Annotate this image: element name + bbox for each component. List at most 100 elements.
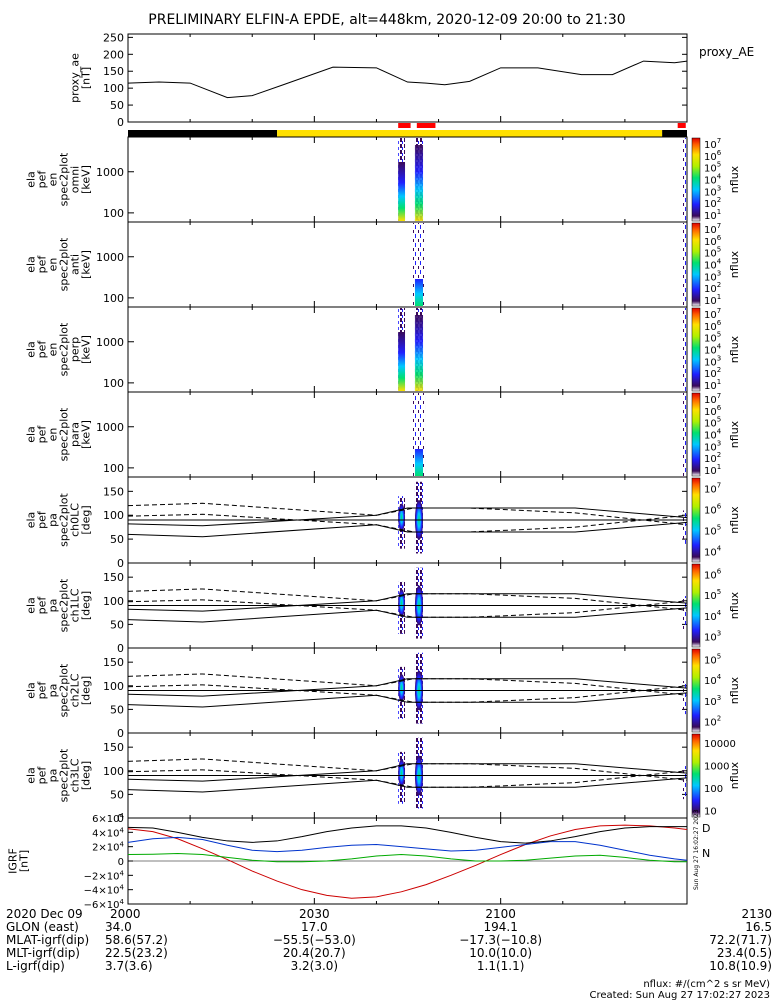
spec-anti-colorbar-exp: 1 (717, 293, 721, 301)
pa-ch0-ytick-label: 0 (117, 557, 124, 570)
pa-ch3-pa-streak-end (682, 766, 687, 800)
igrf-ytick-label: 2×104 (92, 841, 124, 854)
ephemeris-value: 72.2(71.7) (709, 933, 772, 947)
pa-ch2-ylabel: ch2LC (69, 673, 82, 707)
ephemeris-value: 2000 (110, 907, 141, 921)
pa-ch0-colorbar-tick: 105 (704, 524, 721, 538)
pa-ch0-losscone-line (127, 521, 688, 538)
pa-ch2-antilosscone-line (127, 673, 688, 696)
pa-ch1-colorbar-exp: 3 (717, 630, 721, 638)
pa-ch0-ytick-label: 150 (103, 485, 124, 498)
spec-anti-colorbar-exp: 3 (717, 269, 721, 277)
spec-perp-colorbar-exp: 7 (717, 307, 721, 315)
pa-ch2-colorbar-tick: 104 (704, 673, 722, 687)
pa-ch1-ylabel: pa (47, 599, 60, 613)
proxy-ae-ytick-label: 150 (103, 65, 124, 78)
igrf-series-line (127, 825, 687, 844)
spec-para-colorbar-exp: 1 (717, 463, 721, 471)
igrf-side-note: Sun Aug 27 16:02:27 2023 (693, 809, 700, 890)
pa-ch3-colorbar-tick: 10 (704, 806, 717, 817)
spec-omni-ytick-label: 100 (103, 207, 124, 220)
spec-omni-colorbar-label: nflux (728, 165, 741, 193)
ephemeris-row-label: GLON (east) (6, 920, 79, 934)
ephemeris-row-label: L-igrf(dip) (6, 959, 65, 973)
pa-ch2-ytick-label: 100 (103, 680, 124, 693)
pa-ch3-pa-core (398, 759, 406, 788)
igrf-ytick-label: 6×104 (92, 812, 124, 825)
ephemeris-row-label: MLT-igrf(dip) (6, 946, 80, 960)
ephemeris-value: 3.7(3.6) (105, 959, 153, 973)
pa-ch1-colorbar-tick: 104 (704, 609, 722, 623)
pa-ch2-ytick-label: 0 (117, 727, 124, 740)
spec-perp-colorbar-exp: 6 (717, 319, 722, 327)
ephemeris-value: 16.5 (745, 920, 772, 934)
pa-ch3-losscone-line (127, 763, 688, 782)
pa-ch1-colorbar-tick: 106 (704, 567, 722, 581)
spec-perp-ylabel: [keV] (80, 335, 93, 364)
pa-ch2-colorbar (691, 648, 701, 733)
pa-ch2-ytick-label: 150 (103, 656, 124, 669)
proxy-ae-frame (127, 33, 688, 123)
chart-title: PRELIMINARY ELFIN-A EPDE, alt=448km, 202… (148, 12, 625, 28)
spec-perp-colorbar-exp: 4 (717, 343, 722, 351)
spec-anti-ylabel: [keV] (80, 250, 93, 279)
spec-perp-ylabel: ela (25, 341, 38, 358)
pa-ch0-colorbar-exp: 5 (717, 524, 721, 532)
pa-ch0-ytick-label: 50 (110, 533, 124, 546)
pa-ch1-ylabel: ch1LC (69, 588, 82, 622)
ephemeris-value: 2030 (299, 907, 330, 921)
igrf-ylabel: IGRF (7, 848, 20, 874)
pa-ch1-pa-streak-end (682, 596, 687, 630)
spec-perp-colorbar-exp: 3 (717, 354, 721, 362)
ephemeris-value: 2100 (485, 907, 516, 921)
igrf-series-line (127, 836, 688, 861)
pa-ch0-colorbar (691, 477, 701, 563)
spec-perp-flux-streak-end (682, 308, 687, 391)
science-collection-bar (416, 123, 436, 128)
spec-anti-ytick-label: 1000 (96, 251, 124, 264)
pa-ch2-antilosscone-line (127, 684, 688, 703)
igrf-legend-d: D (702, 822, 710, 835)
pa-ch0-colorbar-tick: 106 (704, 503, 722, 517)
pa-ch2-colorbar-tick: 105 (704, 652, 721, 666)
spec-para-colorbar-exp: 6 (717, 404, 722, 412)
spec-para-colorbar-exp: 2 (717, 451, 721, 459)
igrf-ytick-exp: 4 (120, 826, 125, 834)
pa-ch1-colorbar-exp: 6 (717, 567, 722, 575)
pa-ch1-ylabel: [deg] (80, 591, 93, 620)
spec-perp-colorbar (691, 307, 701, 392)
spec-perp-ylabel: pef (36, 340, 49, 359)
proxy-ae-ytick-label: 200 (103, 48, 124, 61)
proxy-ae-ytick-label: 250 (103, 31, 124, 44)
spec-omni-colorbar-exp: 6 (717, 149, 722, 157)
proxy-ae-ylabel: proxy_ae (69, 53, 82, 103)
ephemeris-value: 10.0(10.0) (469, 946, 532, 960)
pa-ch3-colorbar-tick: 1000 (704, 761, 729, 772)
pa-ch0-ylabel: pa (47, 513, 60, 527)
spec-para-ylabel: para (69, 422, 82, 447)
ephemeris-value: 2130 (741, 907, 772, 921)
igrf-ytick-exp: 4 (120, 812, 125, 820)
spec-omni-colorbar (691, 137, 701, 222)
footer-created: Created: Sun Aug 27 17:02:27 2023 (590, 990, 770, 1000)
pa-ch2-losscone-line (127, 678, 688, 697)
pa-ch3-ytick-label: 0 (117, 812, 124, 825)
spec-para-ylabel: ela (25, 426, 38, 443)
spec-perp-ytick-label: 100 (103, 377, 124, 390)
igrf-ytick-label: −2×104 (84, 869, 125, 882)
igrf-ytick-exp: 4 (120, 884, 125, 892)
spec-perp-colorbar-exp: 1 (717, 378, 721, 386)
pa-ch0-ylabel: ch0LC (69, 503, 82, 537)
ephemeris-value: 34.0 (105, 920, 132, 934)
pa-ch0-antilosscone-line (127, 513, 688, 533)
pa-ch1-colorbar-tick: 103 (704, 630, 721, 644)
pa-ch3-ylabel: pef (36, 766, 49, 785)
pa-ch1-ytick-label: 50 (110, 618, 124, 631)
spec-anti-colorbar-exp: 4 (717, 258, 722, 266)
pa-ch0-ylabel: pef (36, 510, 49, 529)
proxy-ae-ylabel: [nT] (80, 67, 93, 89)
spec-omni-ytick-label: 1000 (96, 166, 124, 179)
spec-omni-ylabel: pef (36, 170, 49, 189)
spec-omni-ylabel: ela (25, 171, 38, 188)
igrf-legend-n: N (702, 847, 710, 860)
